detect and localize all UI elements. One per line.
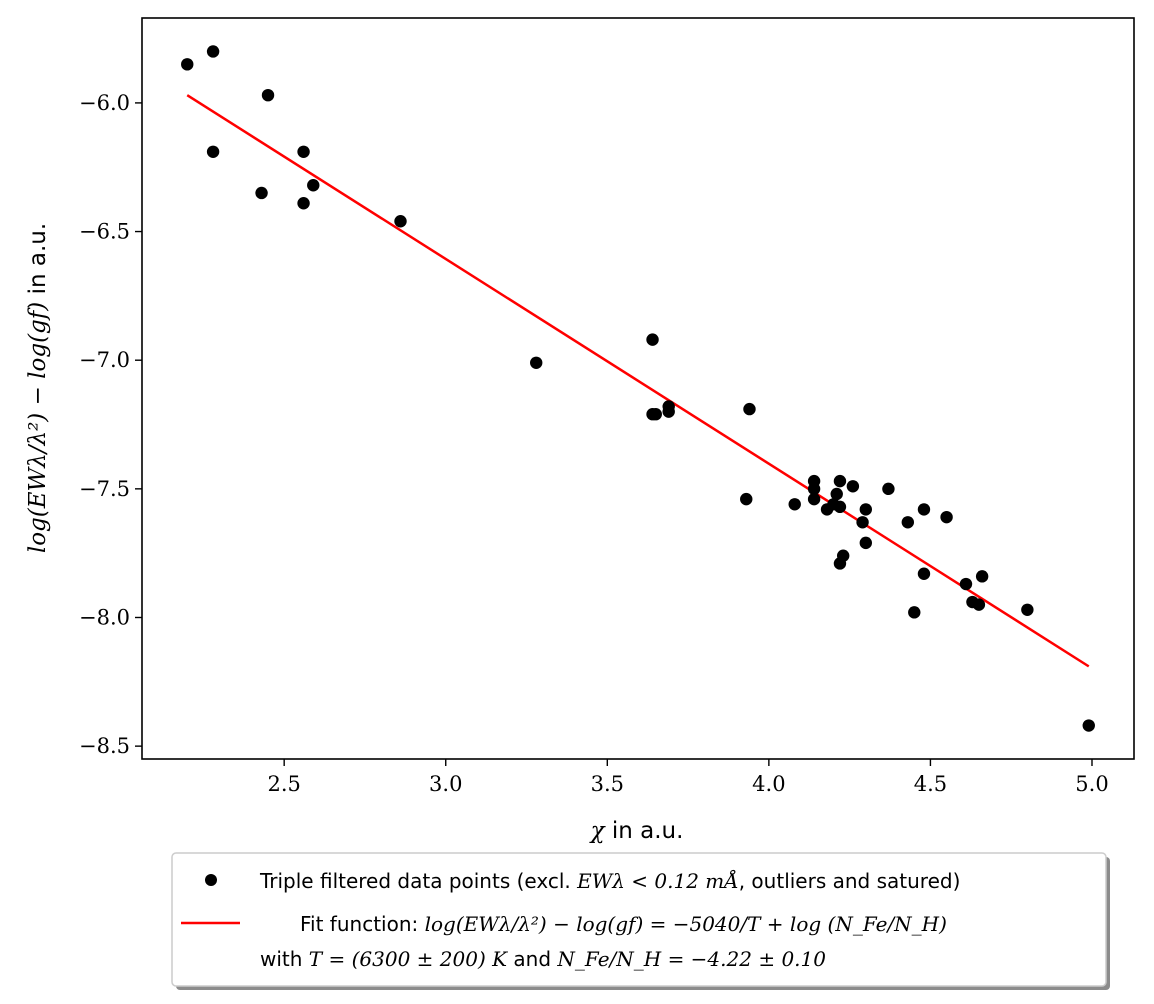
y-tick-label: −8.0 bbox=[79, 605, 130, 629]
y-axis-label-text: in a.u. bbox=[25, 223, 51, 302]
data-point bbox=[846, 480, 860, 493]
data-point bbox=[255, 186, 268, 200]
data-point bbox=[788, 498, 801, 511]
x-tick-label: 3.5 bbox=[591, 772, 624, 796]
data-point bbox=[882, 482, 895, 496]
data-point bbox=[836, 549, 850, 562]
legend-fit-line2-pre: with bbox=[260, 947, 309, 971]
x-tick-label: 4.5 bbox=[914, 772, 947, 796]
data-point bbox=[975, 570, 989, 583]
y-tick-label: −7.0 bbox=[79, 348, 130, 372]
data-point bbox=[740, 492, 753, 506]
legend: Triple filtered data points (excl. EWλ <… bbox=[171, 852, 1110, 990]
x-tick-label: 5.0 bbox=[1075, 772, 1108, 796]
y-tick-label: −6.0 bbox=[79, 91, 130, 115]
legend-points-pre: Triple filtered data points (excl. bbox=[259, 869, 577, 893]
data-point bbox=[394, 215, 407, 228]
data-point bbox=[917, 567, 931, 580]
legend-fit-math: log(EWλ/λ²) − log(gf) = −5040/T + log (N… bbox=[425, 912, 947, 936]
data-point bbox=[297, 197, 310, 210]
point-layer bbox=[181, 45, 1095, 732]
y-axis-label: log(EWλ/λ²) − log(gf) in a.u. bbox=[25, 223, 51, 553]
legend-fit-pre: Fit function: bbox=[300, 912, 425, 936]
plot-area-frame bbox=[141, 17, 1135, 760]
data-point bbox=[297, 145, 310, 158]
legend-marker-points bbox=[205, 874, 217, 886]
data-point bbox=[859, 503, 873, 516]
x-axis-label: χ in a.u. bbox=[589, 818, 684, 844]
y-tick-label: −6.5 bbox=[79, 220, 130, 244]
data-point bbox=[830, 487, 843, 501]
data-point bbox=[530, 356, 543, 369]
data-point bbox=[959, 577, 973, 591]
data-point bbox=[181, 58, 194, 71]
legend-entry-fit-line2: with T = (6300 ± 200) K and N_Fe/N_H = −… bbox=[260, 947, 826, 971]
y-tick-label: −7.5 bbox=[79, 477, 130, 501]
data-point bbox=[972, 598, 986, 611]
legend-entry-points: Triple filtered data points (excl. EWλ <… bbox=[259, 868, 960, 893]
data-point bbox=[1082, 719, 1095, 732]
y-tick-label: −8.5 bbox=[79, 734, 130, 758]
x-tick-label: 2.5 bbox=[267, 772, 300, 796]
legend-fit-line2-mid: and bbox=[507, 947, 557, 971]
legend-box bbox=[171, 852, 1107, 987]
data-point bbox=[833, 500, 847, 514]
data-point bbox=[662, 405, 675, 418]
legend-fit-line2-math-b: N_Fe/N_H = −4.22 ± 0.10 bbox=[556, 947, 826, 971]
data-point bbox=[856, 516, 869, 529]
data-point bbox=[261, 88, 275, 102]
legend-points-math: EWλ < 0.12 mÅ bbox=[576, 868, 739, 893]
fit-layer bbox=[186, 94, 1090, 668]
x-tick-label: 3.0 bbox=[429, 772, 462, 796]
data-point bbox=[917, 503, 931, 516]
legend-points-post: , outliers and satured) bbox=[739, 869, 961, 893]
data-point bbox=[901, 516, 915, 529]
data-point bbox=[807, 482, 821, 496]
fit-line bbox=[186, 94, 1090, 668]
legend-fit-line2-math-a: T = (6300 ± 200) K bbox=[309, 947, 508, 971]
data-point bbox=[743, 402, 756, 416]
data-point bbox=[206, 45, 220, 58]
data-point bbox=[646, 333, 659, 346]
x-tick-label: 4.0 bbox=[752, 772, 785, 796]
data-point bbox=[859, 536, 873, 550]
data-point bbox=[807, 492, 821, 506]
tick-layer: 2.5 3.0 3.5 4.0 4.5 5.0 −6.0 −6.5 −7.0 −7.5 −8.0 −8… bbox=[79, 91, 1109, 796]
data-point bbox=[1021, 603, 1034, 616]
y-axis-label-math: log(EWλ/λ²) − log(gf) bbox=[25, 302, 51, 553]
data-point bbox=[307, 179, 320, 192]
data-point bbox=[649, 408, 662, 421]
data-point bbox=[940, 510, 953, 524]
x-axis-label-text: in a.u. bbox=[605, 818, 684, 844]
data-point bbox=[908, 606, 921, 619]
legend-entry-fit-line1: Fit function: log(EWλ/λ²) − log(gf) = −5… bbox=[300, 912, 947, 936]
data-point bbox=[206, 145, 220, 158]
data-point bbox=[833, 474, 847, 488]
x-axis-label-math: χ bbox=[589, 818, 607, 844]
